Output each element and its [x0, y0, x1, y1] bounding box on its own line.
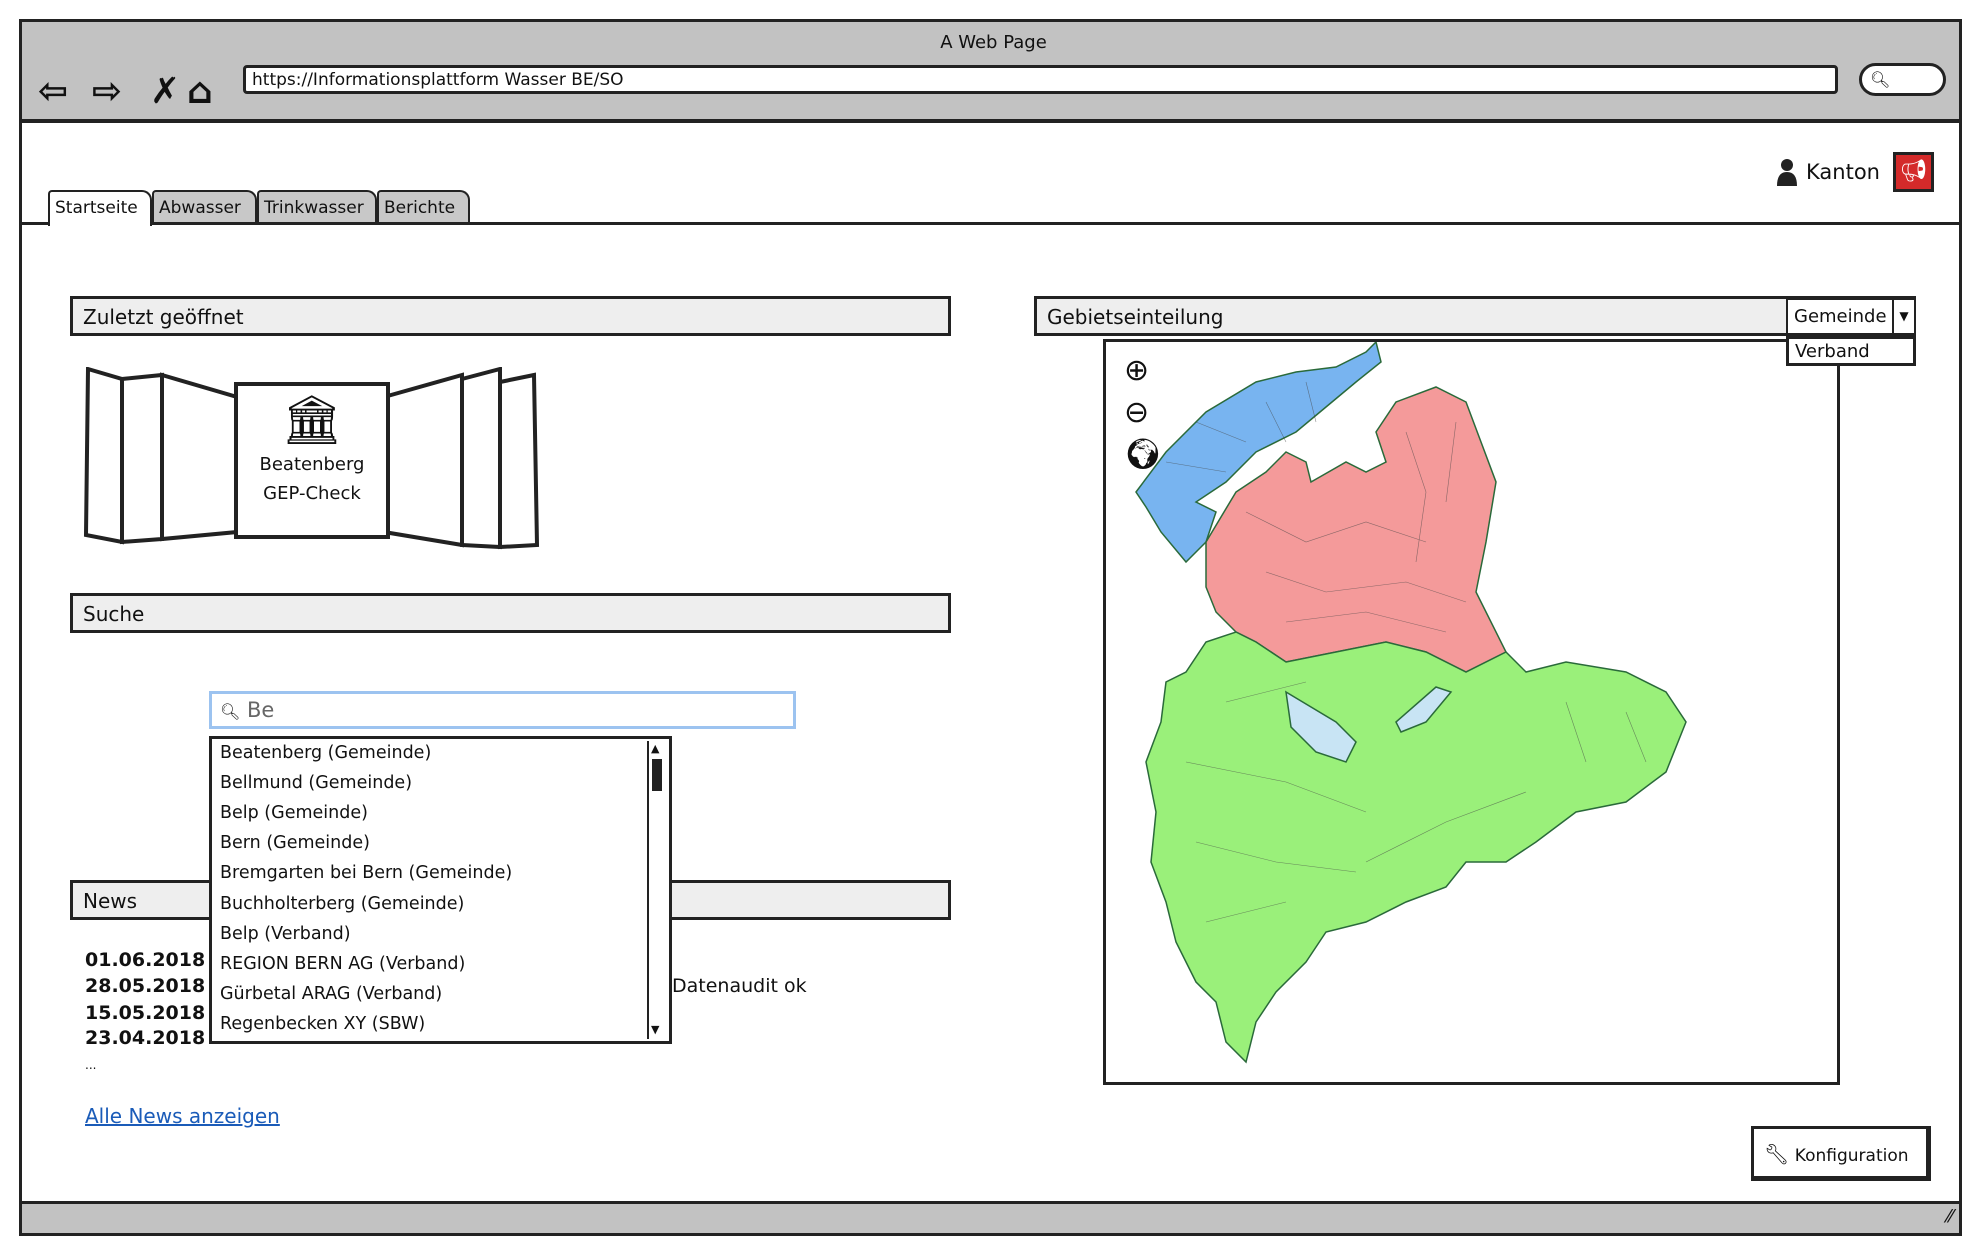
map-view[interactable]: ⊕ ⊖ 🌍︎	[1103, 339, 1840, 1085]
zoom-out-icon[interactable]: ⊖	[1124, 395, 1150, 430]
tab-trinkwasser[interactable]: Trinkwasser	[257, 190, 377, 224]
result-item[interactable]: Buchholterberg (Gemeinde)	[220, 894, 465, 914]
result-item[interactable]: Belp (Verband)	[220, 924, 351, 944]
map-header: Gebietseinteilung	[1034, 296, 1916, 336]
home-icon[interactable]: ⌂	[187, 71, 213, 112]
result-item[interactable]: Gürbetal ARAG (Verband)	[220, 984, 443, 1004]
canton-map[interactable]	[1106, 342, 1837, 1082]
search-header: Suche	[70, 593, 951, 633]
news-date: 28.05.2018	[85, 975, 206, 997]
lake	[1395, 686, 1453, 733]
configuration-label: Konfiguration	[1794, 1146, 1909, 1166]
result-item[interactable]: Belp (Gemeinde)	[220, 803, 368, 823]
tab-startseite[interactable]: Startseite	[48, 190, 152, 226]
browser-search[interactable]: 🔍︎	[1859, 63, 1946, 96]
all-news-link[interactable]: Alle News anzeigen	[85, 1104, 280, 1128]
region-green	[1145, 631, 1687, 1064]
institution-icon: 🏛︎	[281, 392, 343, 448]
result-item[interactable]: Bern (Gemeinde)	[220, 833, 370, 853]
result-item[interactable]: Regenbecken XY (SBW)	[220, 1014, 426, 1034]
news-text: Datenaudit ok	[672, 975, 807, 997]
result-item[interactable]: Bellmund (Gemeinde)	[220, 773, 413, 793]
lake	[1285, 690, 1357, 763]
coverflow-pages	[83, 367, 540, 550]
user-menu[interactable]: Kanton	[1776, 158, 1880, 186]
url-field[interactable]: https://Informationsplattform Wasser BE/…	[243, 65, 1838, 94]
news-date: 23.04.2018	[85, 1027, 206, 1049]
recent-coverflow[interactable]: 🏛︎ Beatenberg GEP-Check	[82, 367, 542, 552]
back-icon[interactable]: ⇦	[38, 71, 69, 112]
user-label: Kanton	[1806, 160, 1880, 184]
browser-toolbar: A Web Page ⇦ ⇨ ✗ ⌂ https://Informationsp…	[19, 19, 1962, 123]
select-option-verband[interactable]: Verband	[1786, 336, 1916, 366]
recent-header: Zuletzt geöffnet	[70, 296, 951, 336]
megaphone-icon[interactable]: 📢︎	[1893, 152, 1934, 192]
scroll-up-icon[interactable]: ▲	[651, 742, 660, 755]
zoom-in-icon[interactable]: ⊕	[1124, 353, 1150, 388]
globe-icon[interactable]: 🌍︎	[1124, 437, 1163, 472]
window-title: A Web Page	[940, 32, 1047, 53]
recent-item-name: Beatenberg	[259, 454, 365, 475]
chevron-down-icon[interactable]: ▼	[1892, 300, 1914, 333]
search-value: Be	[247, 698, 275, 722]
search-icon: 🔍︎	[220, 702, 241, 721]
scroll-thumb[interactable]	[652, 759, 662, 791]
search-input[interactable]: 🔍︎ Be	[209, 691, 796, 729]
tab-berichte[interactable]: Berichte	[377, 190, 470, 224]
area-type-select[interactable]: Gemeinde ▼	[1786, 298, 1916, 335]
region-blue	[1135, 342, 1382, 564]
user-icon	[1777, 159, 1797, 186]
result-item[interactable]: REGION BERN AG (Verband)	[220, 954, 466, 974]
stop-icon[interactable]: ✗	[150, 71, 181, 112]
tab-abwasser[interactable]: Abwasser	[152, 190, 257, 224]
configuration-button[interactable]: 🔧︎ Konfiguration	[1751, 1126, 1931, 1181]
result-item[interactable]: Beatenberg (Gemeinde)	[220, 743, 432, 763]
forward-icon[interactable]: ⇨	[92, 71, 123, 112]
search-icon: 🔍︎	[1870, 70, 1891, 89]
recent-item-card[interactable]: 🏛︎ Beatenberg GEP-Check	[234, 382, 390, 539]
search-results-dropdown[interactable]: Beatenberg (Gemeinde) Bellmund (Gemeinde…	[209, 736, 672, 1044]
scroll-down-icon[interactable]: ▼	[651, 1023, 660, 1036]
scrollbar[interactable]: ▲ ▼	[647, 741, 667, 1039]
tab-divider	[19, 222, 1962, 225]
news-date: 15.05.2018	[85, 1002, 206, 1024]
result-item[interactable]: Bremgarten bei Bern (Gemeinde)	[220, 863, 513, 883]
recent-item-type: GEP-Check	[263, 483, 361, 504]
select-value: Gemeinde	[1794, 306, 1887, 327]
resize-grip-icon[interactable]: ⁄⁄	[1946, 1206, 1953, 1227]
status-bar: ⁄⁄	[19, 1201, 1962, 1236]
news-date: 01.06.2018	[85, 949, 206, 971]
wrench-icon: 🔧︎	[1764, 1142, 1790, 1166]
news-more: ...	[85, 1058, 97, 1072]
